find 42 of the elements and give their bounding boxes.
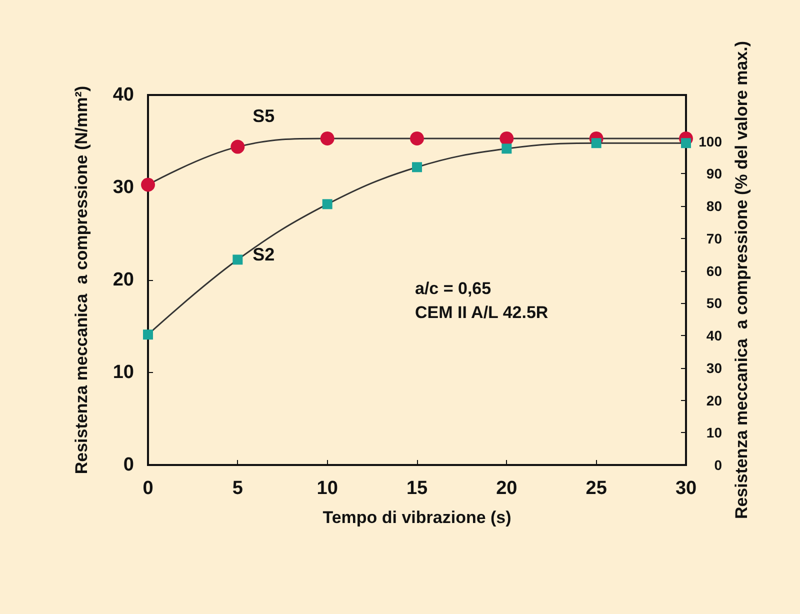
y2-axis-title: Resistenza meccanica a compressione (% del valore max.) (732, 40, 751, 520)
y2-tick-label: 80 (706, 198, 722, 214)
point (410, 131, 424, 146)
point (232, 254, 243, 265)
y-axis-title: Resistenza meccanica a compressione (N/mm²) (72, 86, 91, 474)
point (591, 138, 602, 148)
point (412, 162, 422, 172)
annotation: a/c = 0,65 (415, 279, 492, 298)
y2-tick-label: 10 (706, 424, 722, 441)
x-tick-label: 10 (316, 478, 338, 499)
y-tick-label: 20 (112, 270, 134, 290)
y2-tick-label: 100 (698, 133, 722, 150)
x-axis-title: Tempo di vibrazione (s) (322, 508, 512, 527)
y-tick-label: 30 (112, 177, 134, 198)
point (502, 144, 512, 154)
y-tick-label: 10 (112, 362, 134, 383)
x-tick-label: 0 (142, 478, 154, 499)
annotation: CEM II A/L 42.5R (415, 303, 548, 322)
point (322, 199, 332, 210)
x-tick-label: 30 (675, 478, 697, 499)
y2-tick-label: 0 (714, 457, 722, 473)
y2-tick-label: 30 (706, 360, 722, 376)
y2-tick-label: 90 (706, 166, 722, 182)
x-tick-label: 15 (406, 478, 428, 499)
x-tick-label: 25 (586, 478, 608, 499)
y2-tick-label: 50 (706, 295, 722, 312)
y2-tick-label: 20 (706, 392, 722, 408)
y2-tick-label: 60 (706, 262, 722, 279)
point (230, 140, 245, 154)
point (681, 138, 691, 148)
series-label: S5 (252, 106, 275, 126)
series-label: S2 (252, 244, 275, 265)
point (500, 131, 514, 146)
y-tick-label: 40 (112, 84, 134, 106)
y2-tick-label: 70 (706, 230, 722, 246)
point (141, 178, 155, 192)
y2-tick-label: 40 (706, 328, 722, 344)
point (320, 131, 334, 146)
y-tick-label: 0 (123, 454, 134, 476)
point (143, 330, 153, 340)
x-tick-label: 5 (232, 478, 244, 499)
x-tick-label: 20 (496, 478, 518, 499)
